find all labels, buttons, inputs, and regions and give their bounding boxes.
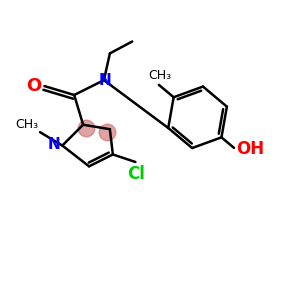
Text: CH₃: CH₃ xyxy=(148,69,171,82)
Text: N: N xyxy=(48,137,61,152)
Text: Cl: Cl xyxy=(127,165,145,183)
Text: N: N xyxy=(98,73,111,88)
Text: O: O xyxy=(26,77,41,95)
Text: OH: OH xyxy=(236,140,265,158)
Text: CH₃: CH₃ xyxy=(15,118,38,131)
